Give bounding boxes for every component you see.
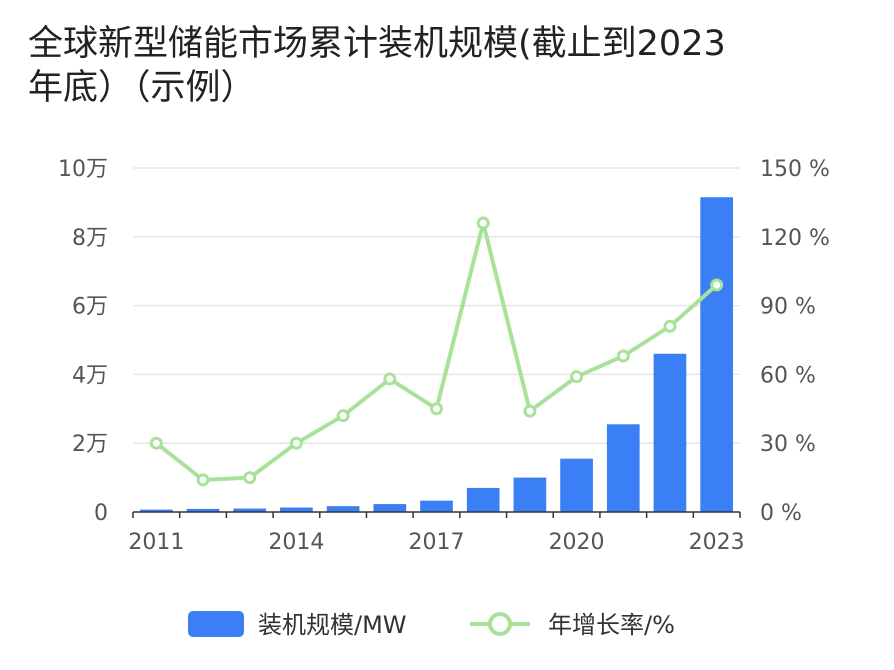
chart-title-line1: 全球新型储能市场累计装机规模(截止到2023 [28, 24, 726, 64]
line-point [616, 349, 630, 363]
y-right-tick-label: 60 % [760, 363, 816, 388]
bar [513, 477, 547, 512]
bar [280, 507, 313, 512]
y-right-tick-label: 0 % [760, 501, 802, 526]
bar [186, 508, 220, 512]
line-point [663, 319, 677, 333]
x-tick-label: 2014 [268, 530, 324, 555]
line-point [149, 436, 163, 450]
y-right-tick-label: 30 % [760, 432, 816, 457]
line-point [476, 216, 490, 230]
chart-title-line2: 年底）（示例） [28, 68, 256, 108]
x-tick-label: 2017 [409, 530, 465, 555]
y-left-tick-label: 2万 [72, 432, 108, 457]
y-right-tick-label: 90 % [760, 295, 816, 320]
bar [326, 506, 360, 512]
bar [373, 504, 407, 512]
bar [466, 487, 500, 512]
y-left-tick-label: 10万 [58, 157, 108, 182]
chart-title: 全球新型储能市场累计装机规模(截止到2023 年底）（示例） [28, 22, 878, 110]
x-tick-label: 2011 [128, 530, 184, 555]
bar [420, 500, 453, 512]
line-point [430, 402, 443, 416]
bar [140, 509, 173, 512]
legend-line-marker [488, 612, 512, 636]
bar [233, 508, 267, 512]
y-left-tick-label: 0 [94, 501, 108, 526]
y-right-tick-label: 150 % [760, 157, 830, 182]
bar [560, 458, 593, 512]
line-point [570, 370, 584, 384]
line-point [196, 473, 210, 487]
legend-line-label: 年增长率/% [548, 611, 675, 639]
line-point [523, 404, 537, 418]
legend-bar-label: 装机规模/MW [258, 611, 407, 639]
x-tick-label: 2023 [689, 530, 745, 555]
line-point [710, 278, 724, 292]
line-point [243, 471, 257, 485]
legend-bar-swatch [188, 611, 244, 637]
line-point [383, 372, 397, 386]
line-point [289, 436, 303, 450]
bar [606, 424, 640, 512]
bar [653, 353, 687, 512]
y-left-tick-label: 8万 [72, 226, 108, 251]
bar [700, 197, 733, 513]
line-point [336, 409, 350, 423]
y-right-tick-label: 120 % [760, 226, 830, 251]
y-left-tick-label: 6万 [72, 295, 108, 320]
y-left-tick-label: 4万 [72, 363, 108, 388]
x-tick-label: 2020 [549, 530, 605, 555]
